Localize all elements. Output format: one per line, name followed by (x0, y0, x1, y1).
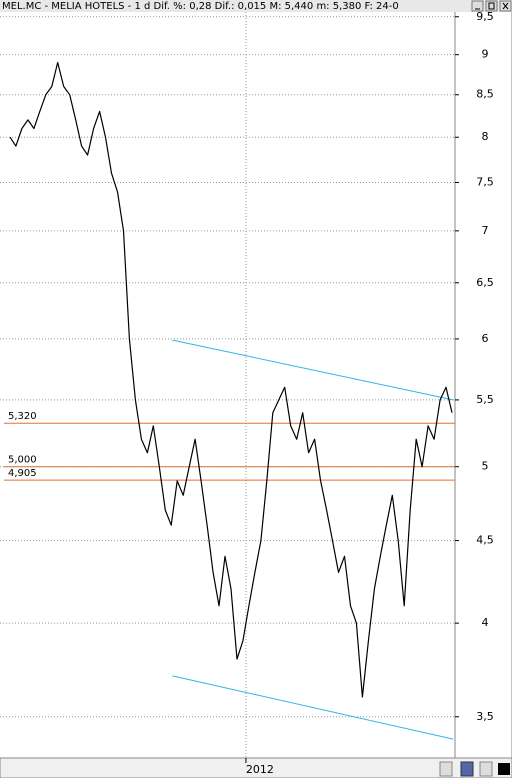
trend-line (172, 675, 454, 740)
trend-line (172, 339, 454, 401)
pin-button[interactable] (479, 761, 493, 777)
title-bar (0, 0, 512, 12)
y-tick-label: 4,5 (476, 534, 494, 547)
y-tick-label: 5,5 (476, 393, 494, 406)
y-tick-label: 6 (482, 332, 489, 345)
price-line (9, 61, 453, 698)
y-tick-label: 9 (482, 48, 489, 61)
y-tick-label: 8,5 (476, 88, 494, 101)
window-buttons[interactable] (471, 0, 512, 12)
y-tick-label: 8 (482, 130, 489, 143)
y-tick-label: 7 (482, 224, 489, 237)
level-label: 5,000 (8, 455, 37, 466)
level-label: 4,905 (8, 468, 37, 479)
close-icon (502, 2, 509, 10)
maximize-icon (488, 2, 495, 10)
chart-title: MEL.MC - MELIA HOTELS - 1 d Dif. %: 0,28… (2, 1, 399, 12)
minimize-button[interactable] (471, 0, 484, 12)
maximize-button[interactable] (485, 0, 498, 12)
x-tick-label: 2012 (246, 763, 274, 776)
save-button[interactable] (460, 761, 474, 777)
y-tick-label: 9,5 (476, 10, 494, 23)
y-axis-panel (454, 0, 512, 759)
y-tick-label: 7,5 (476, 175, 494, 188)
x-axis-panel (0, 757, 512, 778)
level-label: 5,320 (8, 411, 37, 422)
y-tick-label: 6,5 (476, 276, 494, 289)
tool-button[interactable] (439, 761, 453, 777)
plot-area: 5,320 5,000 4,905 (0, 12, 455, 758)
bottom-toolbar[interactable] (439, 761, 510, 777)
y-tick-label: 4 (482, 616, 489, 629)
y-tick-label: 3,5 (476, 710, 494, 723)
y-tick-label: 5 (482, 460, 489, 473)
color-button[interactable] (498, 763, 510, 775)
